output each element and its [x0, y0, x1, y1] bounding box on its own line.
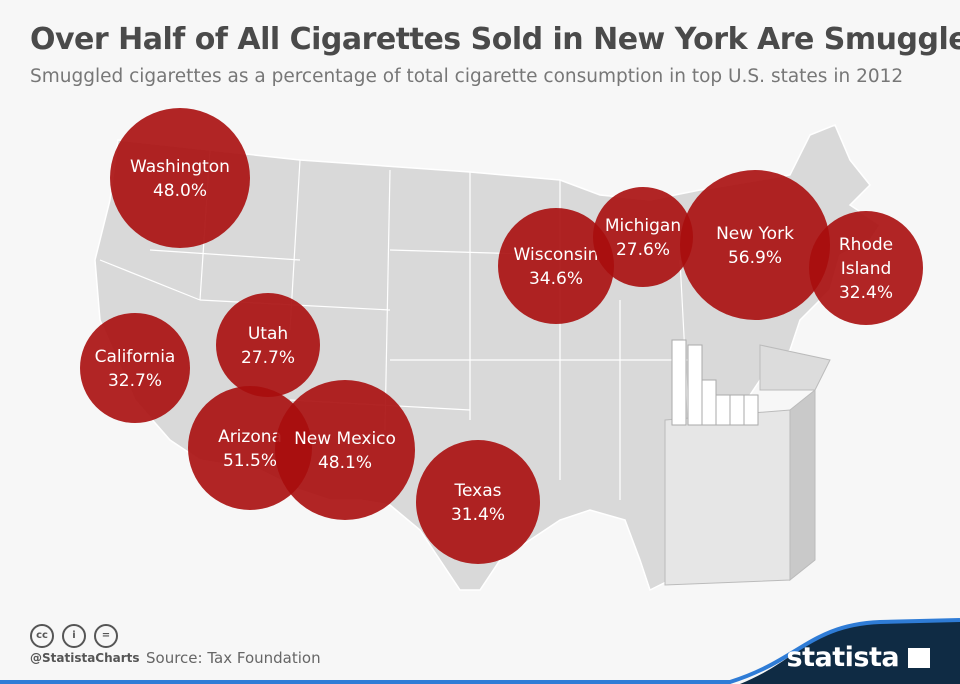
state-label-rhode-island: Island	[841, 259, 892, 279]
state-label-utah: Utah	[248, 324, 288, 344]
value-label-texas: 31.4%	[451, 505, 505, 525]
state-label-new-mexico: New Mexico	[294, 429, 396, 449]
value-label-wisconsin: 34.6%	[529, 269, 583, 289]
bubble-rhode-island	[809, 211, 923, 325]
footer-brand-band	[740, 620, 960, 684]
bubble-texas	[416, 440, 540, 564]
chart-title: Over Half of All Cigarettes Sold in New …	[30, 22, 960, 57]
bubble-washington	[110, 108, 250, 248]
statista-logo[interactable]: statista	[787, 642, 930, 673]
footer-source: Source: Tax Foundation	[146, 649, 321, 667]
cc-icon: cc	[30, 624, 54, 648]
value-label-new-york: 56.9%	[728, 248, 782, 268]
value-label-michigan: 27.6%	[616, 240, 670, 260]
footer-handle[interactable]: @StatistaCharts	[30, 651, 140, 665]
state-label-california: California	[95, 347, 176, 367]
nd-icon: =	[94, 624, 118, 648]
chart-subtitle: Smuggled cigarettes as a percentage of t…	[30, 66, 904, 87]
bubble-arizona	[188, 386, 312, 510]
state-label-wisconsin: Wisconsin	[514, 245, 599, 265]
state-label-new-york: New York	[716, 224, 794, 244]
value-label-new-mexico: 48.1%	[318, 453, 372, 473]
state-label-arizona: Arizona	[218, 427, 282, 447]
value-label-washington: 48.0%	[153, 181, 207, 201]
bubble-new-mexico	[275, 380, 415, 520]
value-label-arizona: 51.5%	[223, 451, 277, 471]
state-label-washington: Washington	[130, 157, 230, 177]
state-label-texas: Texas	[454, 481, 502, 501]
by-icon: i	[62, 624, 86, 648]
value-label-utah: 27.7%	[241, 348, 295, 368]
state-label-michigan: Michigan	[605, 216, 681, 236]
cigarette-pack-illustration	[664, 339, 831, 586]
value-label-rhode-island: 32.4%	[839, 283, 893, 303]
value-label-california: 32.7%	[108, 371, 162, 391]
bubble-michigan	[593, 187, 693, 287]
bubble-wisconsin	[498, 208, 614, 324]
bubble-new-york	[680, 170, 830, 320]
bubble-california	[80, 313, 190, 423]
footer-blue-swoosh	[0, 618, 960, 684]
bubble-utah	[216, 293, 320, 397]
state-label-rhode-island: Rhode	[839, 235, 893, 255]
